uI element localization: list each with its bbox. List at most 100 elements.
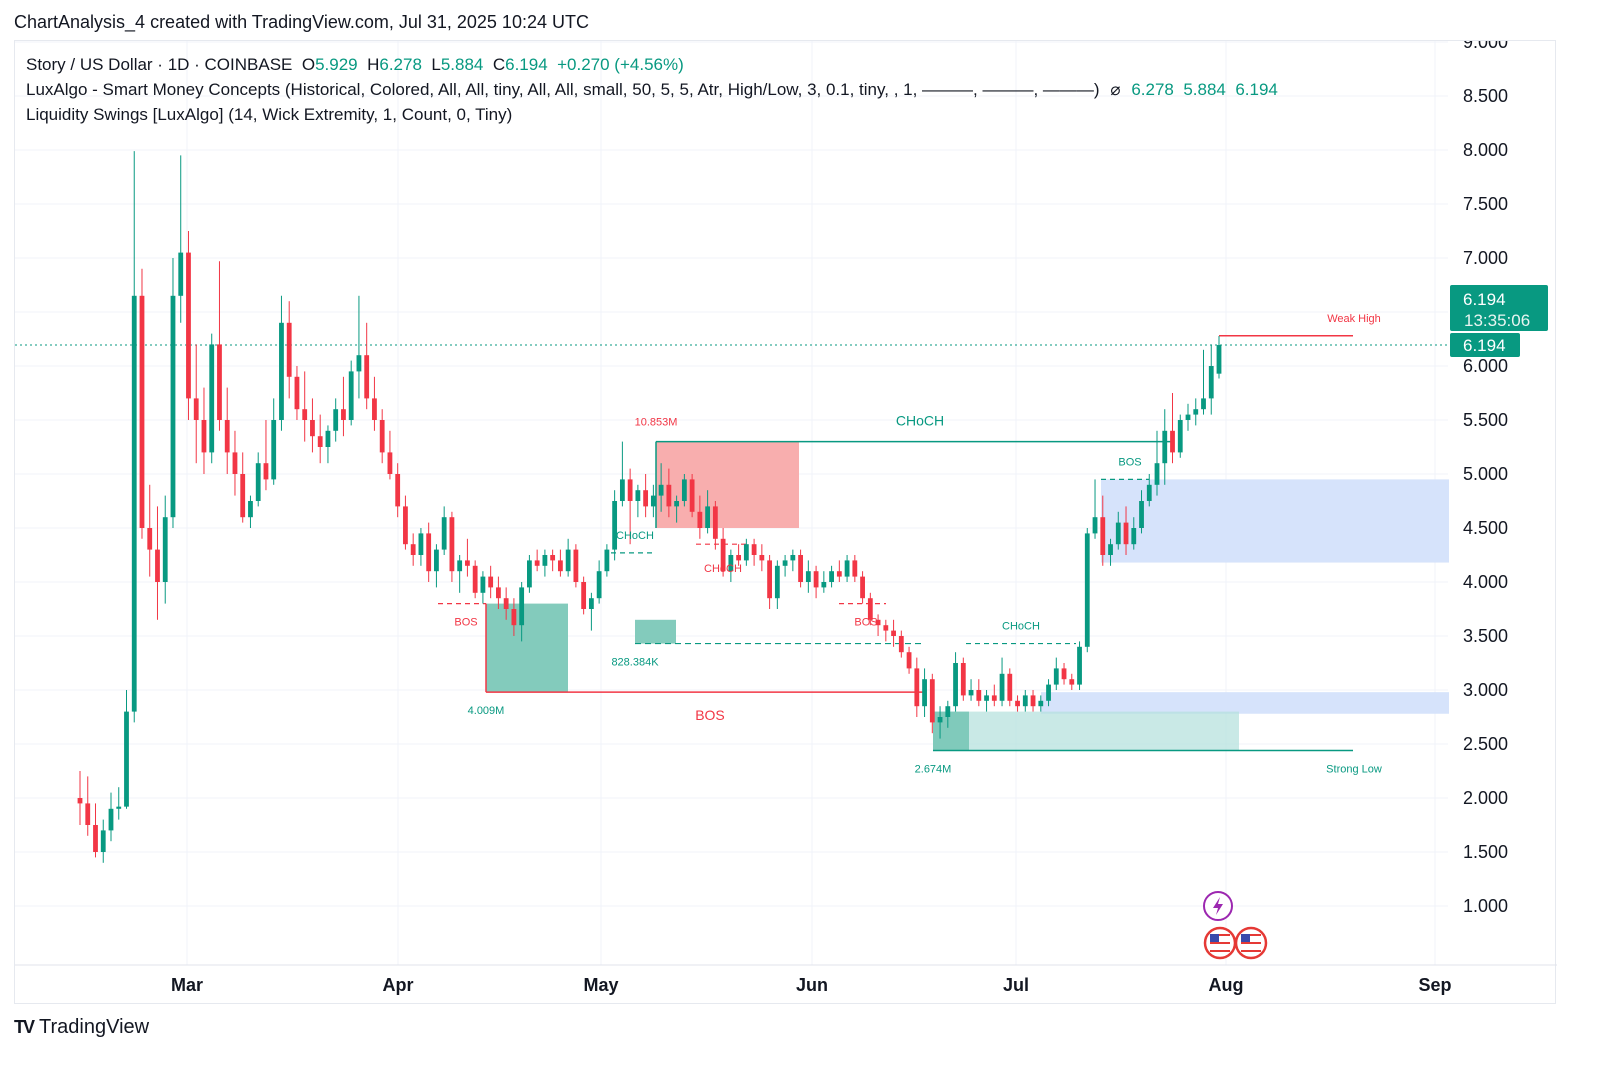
x-axis-tick-label: Sep — [1418, 975, 1451, 995]
weak-high-label: Weak High — [1327, 313, 1381, 325]
candle-body — [248, 501, 253, 518]
x-axis-tick-label: Jul — [1003, 975, 1029, 995]
price-badge-countdown: 13:35:06 — [1464, 311, 1530, 330]
high-label: H — [367, 55, 380, 74]
candle-body — [906, 652, 912, 669]
candle-body — [418, 533, 424, 555]
price-chart[interactable]: 9.0008.5008.0007.5007.0006.5006.0005.500… — [15, 41, 1557, 1005]
candle-body — [790, 555, 796, 561]
candle-body — [263, 463, 269, 480]
candle-body — [93, 825, 98, 852]
candle-body — [635, 490, 641, 501]
supply-order-block — [656, 441, 799, 528]
candle-body — [395, 474, 401, 507]
lightning-icon — [1213, 897, 1223, 915]
candle-body — [1154, 463, 1160, 485]
candle-body — [1092, 517, 1098, 534]
candle-body — [519, 587, 525, 626]
price-badge-bottom — [1450, 333, 1520, 358]
candle-body — [279, 322, 284, 420]
low-label: L — [431, 55, 441, 74]
candle-body — [697, 511, 703, 528]
candle-body — [1208, 366, 1214, 399]
candle-body — [372, 398, 377, 420]
y-axis-tick-label: 1.000 — [1463, 896, 1508, 916]
volume-label: 4.009M — [468, 705, 505, 717]
visibility-icon[interactable]: ⌀ — [1110, 80, 1121, 99]
candle-body — [302, 409, 308, 420]
candle-body — [1022, 695, 1028, 707]
candle-body — [457, 560, 463, 572]
y-axis-tick-label: 6.000 — [1463, 356, 1508, 376]
candle-body — [542, 555, 548, 566]
candle-body — [503, 598, 509, 609]
y-axis-tick-label: 4.500 — [1463, 518, 1508, 538]
candle-body — [364, 355, 370, 399]
candle-body — [751, 544, 757, 555]
legend-row-indicator2[interactable]: Liquidity Swings [LuxAlgo] (14, Wick Ext… — [26, 102, 1278, 127]
change-value: +0.270 (+4.56%) — [557, 55, 684, 74]
candle-body — [217, 344, 222, 420]
candle-body — [511, 609, 517, 626]
tradingview-logo-icon: TV — [14, 1017, 35, 1037]
chart-frame[interactable]: 9.0008.5008.0007.5007.0006.5006.0005.500… — [14, 40, 1557, 1005]
candle-body — [155, 549, 160, 582]
symbol-name[interactable]: Story / US Dollar · 1D · COINBASE — [26, 55, 293, 74]
candle-body — [116, 806, 122, 809]
indicator1-value: 5.884 — [1183, 80, 1226, 99]
candle-body — [294, 376, 300, 410]
candle-body — [170, 295, 176, 518]
candle-body — [619, 479, 625, 501]
candle-body — [767, 560, 773, 599]
candle-body — [85, 803, 91, 825]
choch-label: CHoCH — [1002, 621, 1040, 633]
candle-body — [333, 409, 339, 431]
y-axis-tick-label: 5.500 — [1463, 410, 1508, 430]
legend-row-indicator1[interactable]: LuxAlgo - Smart Money Concepts (Historic… — [26, 77, 1278, 102]
high-value: 6.278 — [379, 55, 422, 74]
candle-body — [1007, 673, 1013, 701]
strong-low-label: Strong Low — [1326, 763, 1382, 775]
us-flag-icon — [1241, 942, 1261, 944]
candle-body — [124, 711, 129, 807]
candle-body — [348, 371, 354, 420]
us-flag-icon — [1210, 950, 1230, 952]
candle-body — [1069, 679, 1075, 685]
candle-body — [728, 555, 734, 572]
candle-body — [1216, 345, 1222, 374]
candle-body — [945, 706, 951, 717]
candle-body — [813, 571, 819, 588]
us-flag-icon — [1241, 934, 1261, 936]
candle-body — [867, 598, 873, 620]
candle-body — [914, 668, 920, 707]
candle-body — [341, 409, 346, 420]
tradingview-brand: TV TradingView — [14, 1016, 149, 1039]
candle-body — [1201, 398, 1206, 410]
candle-body — [588, 598, 594, 609]
brand-name: TradingView — [39, 1016, 150, 1038]
demand-order-block-apr — [486, 603, 568, 693]
y-axis-tick-label: 8.500 — [1463, 86, 1508, 106]
indicator1-name[interactable]: LuxAlgo - Smart Money Concepts (Historic… — [26, 80, 1100, 99]
candle-body — [565, 549, 571, 572]
legend-row-symbol[interactable]: Story / US Dollar · 1D · COINBASE O5.929… — [26, 52, 1278, 77]
candle-body — [984, 695, 989, 701]
candle-body — [1131, 528, 1137, 545]
x-axis-tick-label: Mar — [171, 975, 203, 995]
price-badge-price: 6.194 — [1463, 290, 1506, 309]
candle-body — [976, 690, 982, 701]
candle-body — [953, 663, 958, 707]
candle-body — [612, 501, 618, 550]
price-badge-price2: 6.194 — [1463, 336, 1506, 355]
candle-body — [1146, 484, 1152, 501]
low-value: 5.884 — [440, 55, 484, 74]
us-flag-icon — [1210, 942, 1230, 944]
candle-body — [689, 479, 695, 512]
us-flag-icon — [1210, 934, 1230, 936]
candle-body — [271, 420, 277, 480]
candle-body — [875, 619, 881, 626]
volume-label: 10.853M — [635, 417, 678, 429]
candle-body — [604, 549, 610, 572]
candle-body — [1077, 646, 1082, 685]
indicator2-name[interactable]: Liquidity Swings [LuxAlgo] (14, Wick Ext… — [26, 105, 513, 124]
